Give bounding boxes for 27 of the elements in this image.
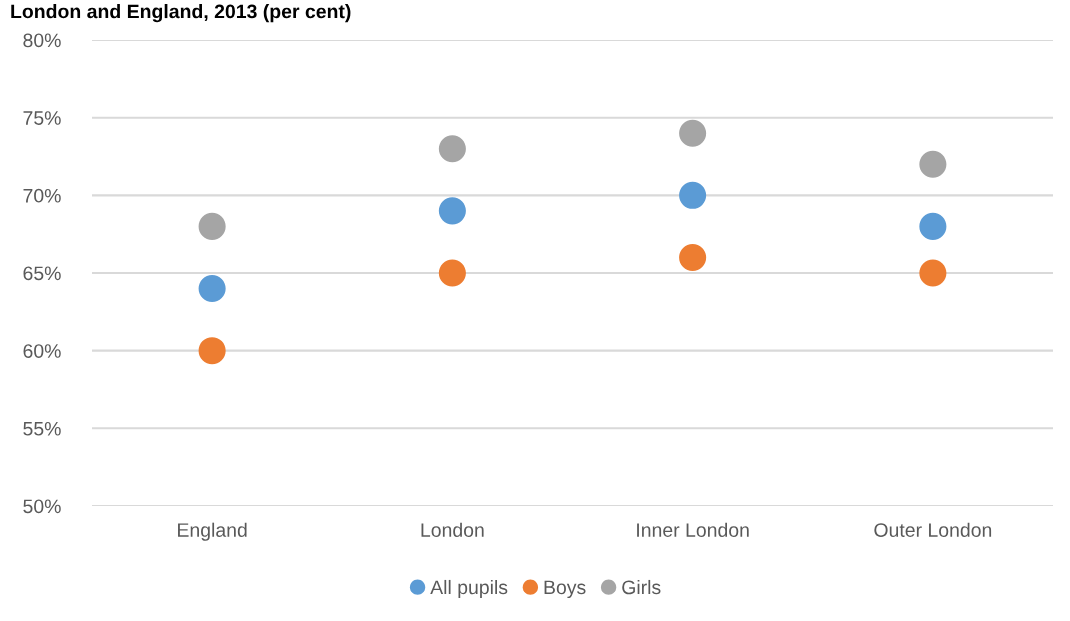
- point: [438, 135, 466, 163]
- y-tick-label: 70%: [23, 188, 61, 203]
- point: [198, 212, 226, 240]
- point: [438, 259, 466, 287]
- point: [679, 243, 707, 271]
- legend-label: All pupils: [430, 579, 508, 599]
- chart-title: London and England, 2013 (per cent): [11, 4, 351, 23]
- y-tick-label: 50%: [23, 499, 61, 514]
- y-tick-label: 75%: [23, 111, 61, 125]
- x-tick-label: Outer London: [874, 522, 992, 537]
- y-tick-label: 65%: [23, 266, 61, 281]
- point: [198, 275, 226, 303]
- legend-label: Boys: [544, 580, 586, 599]
- point: [679, 181, 707, 209]
- x-tick-label: Inner London: [637, 522, 749, 537]
- y-tick-label: 60%: [23, 344, 61, 358]
- x-tick-label: England: [178, 522, 247, 541]
- point: [919, 150, 947, 178]
- point: [919, 259, 947, 287]
- y-tick-label: 55%: [23, 421, 61, 436]
- point: [679, 119, 707, 147]
- point: [438, 197, 466, 225]
- point: [919, 212, 947, 240]
- y-tick-label: 80%: [23, 33, 61, 48]
- point: [198, 337, 226, 365]
- x-tick-label: London: [421, 522, 484, 537]
- legend-label: Girls: [622, 579, 661, 595]
